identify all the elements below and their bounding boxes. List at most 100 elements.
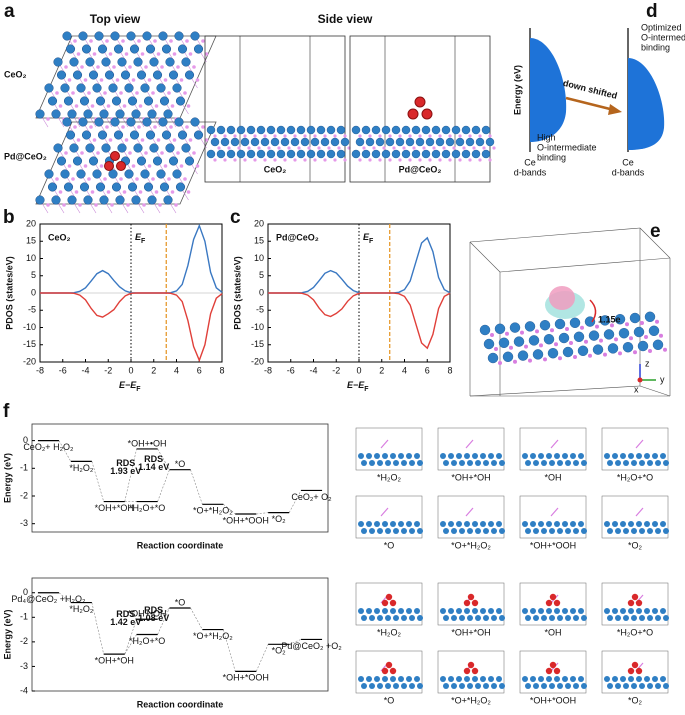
ce [67, 109, 77, 119]
ce [44, 83, 54, 93]
ce [99, 109, 109, 119]
label: -8 [36, 365, 44, 375]
ce [366, 608, 372, 614]
o [188, 52, 193, 56]
ce [369, 460, 375, 466]
ce [448, 676, 454, 682]
ce [547, 348, 559, 359]
o [151, 91, 155, 95]
ce [459, 683, 465, 689]
o [119, 91, 123, 95]
o [509, 345, 513, 350]
label: 5 [259, 270, 264, 280]
label: *H₂O+*O [129, 636, 165, 646]
o [398, 134, 402, 138]
o [438, 158, 442, 162]
ce [181, 57, 191, 67]
o [655, 319, 659, 324]
ce [475, 615, 481, 621]
ce [604, 608, 610, 614]
ce [120, 70, 131, 80]
o [192, 65, 196, 69]
ce [499, 683, 505, 689]
o [163, 164, 168, 168]
o [121, 125, 125, 129]
o [263, 158, 267, 162]
ce [660, 521, 666, 527]
ce [206, 149, 216, 159]
label: 2 [379, 365, 384, 375]
ce [592, 344, 604, 355]
pd [635, 599, 643, 607]
ce [562, 608, 568, 614]
ce [660, 608, 666, 614]
o [392, 146, 396, 150]
ce [246, 125, 256, 135]
o [119, 177, 123, 181]
label: *H₂O₂ [69, 463, 93, 473]
o [169, 125, 173, 129]
label: *OH+*OH [95, 656, 134, 666]
o [137, 39, 141, 43]
ce [483, 460, 489, 466]
o [520, 330, 524, 335]
ce [543, 334, 555, 345]
label: O-intermediate [537, 142, 597, 152]
ce [62, 31, 72, 41]
ce [95, 96, 106, 106]
ce [406, 608, 412, 614]
ce [578, 608, 584, 614]
label: y [660, 374, 665, 384]
o [167, 91, 171, 95]
label: E−EF [119, 380, 141, 392]
ce [216, 149, 226, 159]
ce [306, 125, 316, 135]
label-sub: F [364, 386, 369, 393]
label: c [230, 207, 241, 228]
o [488, 158, 492, 162]
label: 6 [425, 365, 430, 375]
ce [660, 676, 666, 682]
ce [417, 460, 423, 466]
ce [475, 528, 481, 534]
ce [639, 615, 645, 621]
ce [405, 137, 415, 147]
connector [157, 607, 170, 635]
ce [158, 117, 168, 127]
ce [361, 615, 367, 621]
pd [549, 593, 557, 601]
ce [581, 683, 587, 689]
o [565, 327, 569, 331]
pd [463, 599, 471, 607]
label: 0 [23, 435, 28, 445]
o [448, 134, 452, 138]
ce [623, 615, 629, 621]
ce [655, 683, 661, 689]
o [71, 91, 75, 95]
ce [391, 125, 401, 135]
ce [374, 608, 380, 614]
label: -10 [251, 322, 264, 332]
charge-arrow [589, 299, 597, 323]
ce [546, 453, 552, 459]
ce [459, 528, 465, 534]
ce [142, 31, 152, 41]
ce [554, 318, 566, 330]
o [584, 339, 588, 344]
ce [159, 182, 170, 192]
ce [663, 683, 669, 689]
o [183, 177, 187, 181]
ce [660, 453, 666, 459]
label: *O+*H₂O₂ [193, 506, 233, 516]
label: 15 [26, 236, 36, 246]
o [307, 146, 311, 150]
label: 8 [447, 365, 452, 375]
ce [584, 316, 596, 327]
ce [448, 608, 454, 614]
label: CeO₂ [264, 164, 287, 174]
ce [533, 528, 539, 534]
ce [35, 109, 45, 119]
adsorbate [550, 507, 559, 517]
label: EF [363, 232, 374, 244]
ce [193, 44, 204, 54]
